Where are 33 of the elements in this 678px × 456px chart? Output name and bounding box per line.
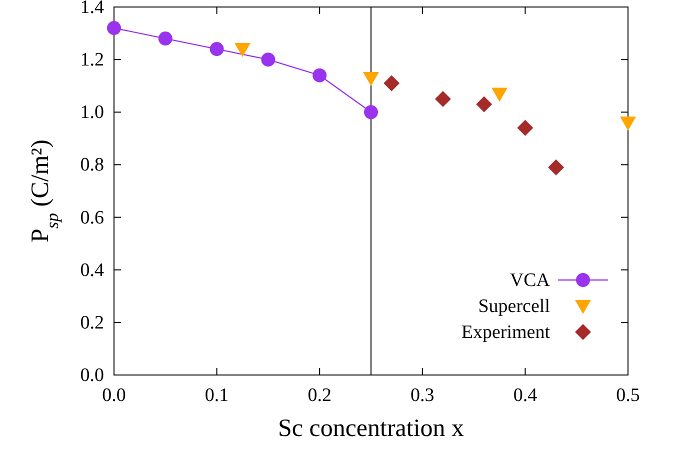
- legend-label: Supercell: [478, 296, 550, 317]
- point: [312, 68, 327, 82]
- point: [210, 42, 224, 56]
- point: [492, 88, 508, 102]
- x-tick-label: 0.3: [410, 385, 434, 406]
- point: [434, 91, 451, 107]
- point: [476, 96, 492, 112]
- point: [234, 43, 250, 58]
- point: [364, 105, 378, 120]
- y-tick-label: 1.4: [80, 0, 104, 18]
- y-tick-label: 0.0: [80, 365, 104, 386]
- x-tick-label: 0.2: [308, 385, 332, 406]
- x-tick-label: 0.4: [513, 385, 538, 406]
- y-tick-label: 0.2: [80, 312, 104, 334]
- point: [548, 159, 564, 176]
- point: [107, 21, 121, 36]
- y-tick-label: 1.2: [80, 50, 104, 71]
- y-tick-label: 0.6: [80, 207, 104, 228]
- x-axis-title: Sc concentration x: [278, 415, 465, 442]
- y-tick-label: 1.0: [80, 102, 104, 124]
- x-tick-label: 0.1: [204, 385, 229, 406]
- legend-label: VCA: [510, 270, 550, 291]
- point: [158, 32, 172, 46]
- x-tick-label: 0.0: [102, 385, 126, 406]
- point: [363, 72, 379, 86]
- x-tick-label: 0.5: [616, 385, 640, 406]
- point: [384, 75, 400, 92]
- point: [261, 52, 276, 67]
- y-tick-label: 0.4: [80, 260, 104, 281]
- point: [620, 116, 636, 131]
- y-tick-label: 0.8: [80, 154, 104, 176]
- legend-label: Experiment: [461, 322, 551, 343]
- point: [517, 120, 534, 136]
